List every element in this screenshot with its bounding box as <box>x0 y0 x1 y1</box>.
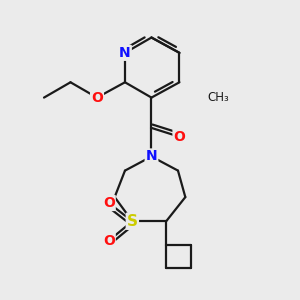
Text: O: O <box>173 130 185 144</box>
Text: O: O <box>103 234 115 248</box>
Text: O: O <box>103 196 115 210</box>
Text: N: N <box>146 149 157 164</box>
Text: CH₃: CH₃ <box>207 91 229 104</box>
Text: N: N <box>119 46 131 60</box>
Text: S: S <box>127 214 138 229</box>
Text: O: O <box>91 91 103 105</box>
